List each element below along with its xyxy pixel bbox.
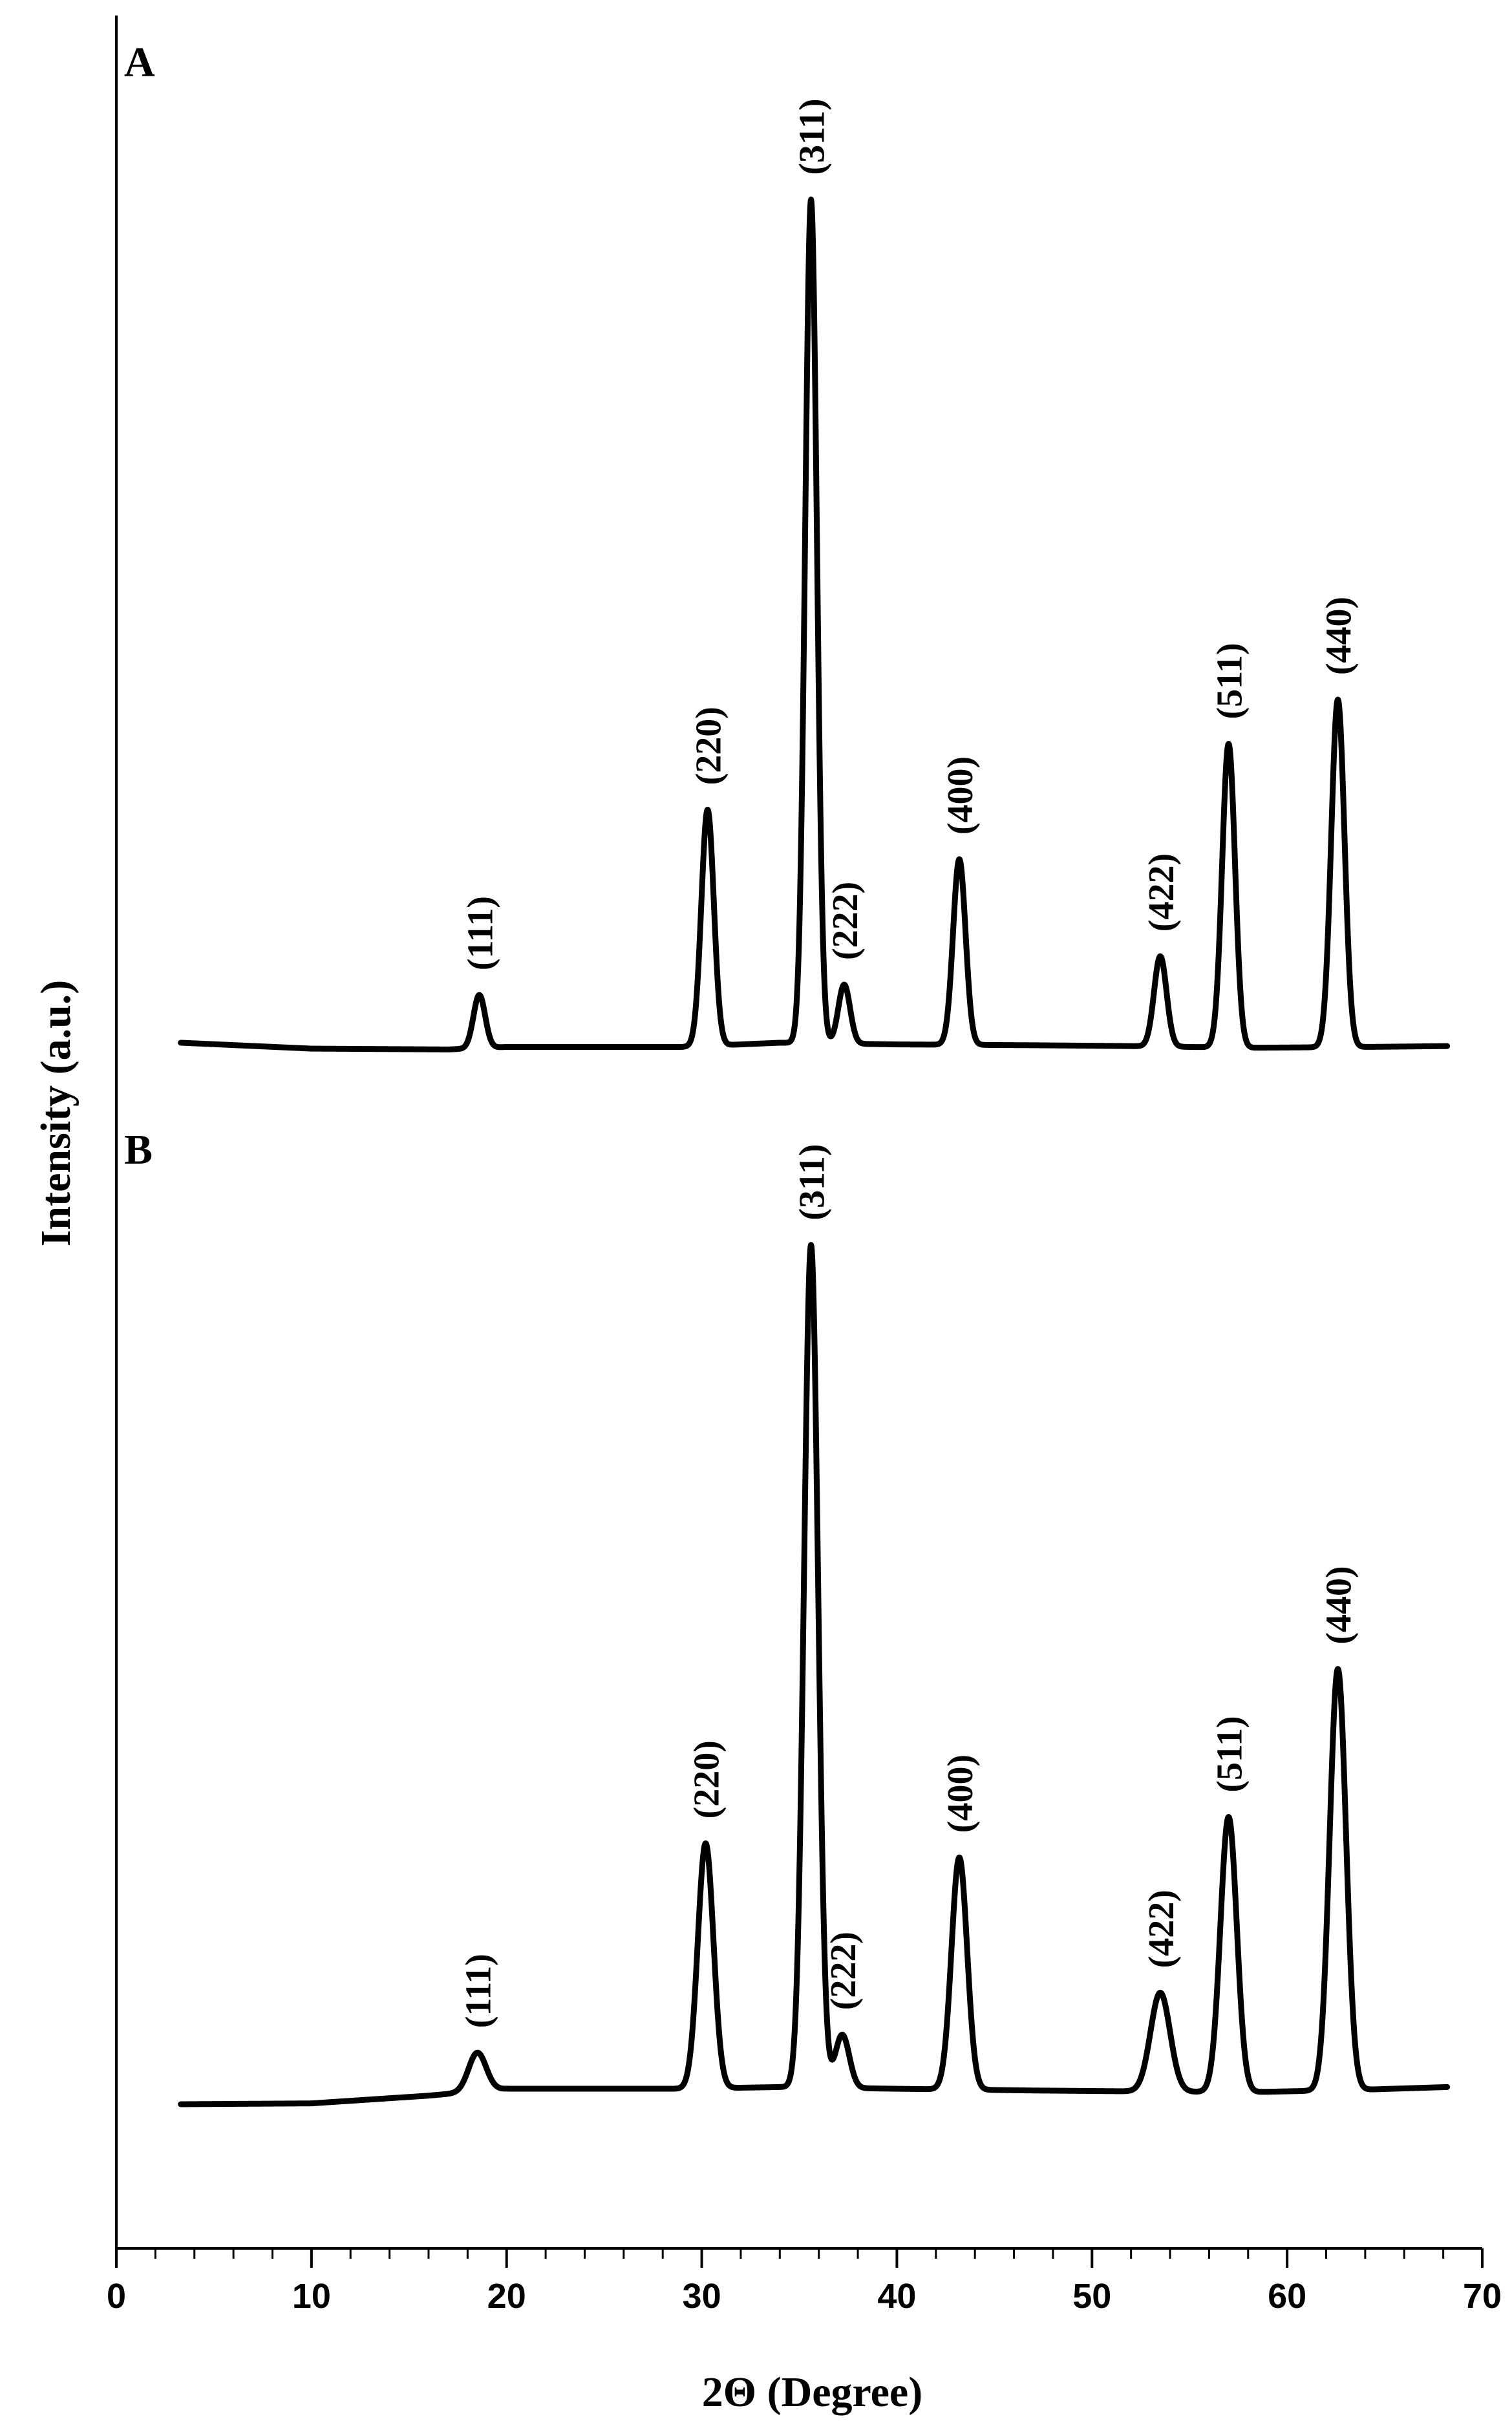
panel-label-b: B [124,1126,153,1173]
peak-label: (220) [689,707,729,785]
peak-label: (222) [824,1932,864,2010]
x-tick-label: 30 [683,2277,721,2316]
y-axis-title: Intensity (a.u.) [32,980,80,1247]
peak-label: (511) [1210,1716,1250,1792]
peak-label: (511) [1210,643,1250,719]
xrd-pattern-a [178,197,1451,1052]
xrd-pattern-b [178,1242,1451,2107]
labels-layer: 0 10 20 30 40 50 60 70 2Θ (Degree) Intensity (a.u… [32,39,1502,2416]
x-tick-label: 60 [1268,2277,1306,2316]
x-tick-label: 40 [877,2277,916,2316]
peak-label: (222) [825,882,866,960]
series-layer [178,197,1451,2107]
x-tick-label: 0 [107,2277,126,2316]
x-axis-title: 2Θ (Degree) [702,2369,922,2416]
peak-label: (311) [793,1144,833,1220]
axes-layer [115,16,1484,2268]
peak-label: (440) [1319,1566,1359,1644]
peak-label: (440) [1319,597,1359,675]
peak-label: (422) [1142,1890,1182,1968]
peak-label: (220) [687,1740,727,1819]
peak-label: (400) [941,756,981,835]
x-tick-label: 70 [1463,2277,1502,2316]
peak-label: (311) [793,98,833,175]
peak-label: (111) [458,1954,498,2028]
x-tick-label: 10 [292,2277,331,2316]
x-tick-label: 20 [487,2277,526,2316]
peak-label: (400) [941,1755,981,1833]
peak-label: (111) [461,896,501,970]
peak-label: (422) [1142,853,1182,932]
panel-label-a: A [124,39,155,86]
x-tick-label: 50 [1072,2277,1111,2316]
